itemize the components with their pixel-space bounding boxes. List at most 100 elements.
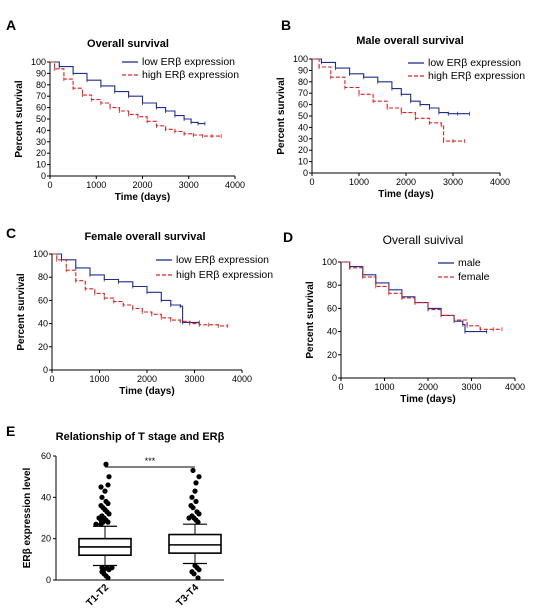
y-tick-label: 60 xyxy=(38,295,48,305)
y-tick-label: 40 xyxy=(38,319,48,329)
y-tick-label: 0 xyxy=(303,168,308,178)
x-tick-label: 2000 xyxy=(396,177,416,187)
x-tick-label: 4000 xyxy=(490,177,510,187)
outlier-point xyxy=(189,494,195,500)
y-tick-label: 60 xyxy=(327,303,337,313)
y-tick-label: 0 xyxy=(43,365,48,375)
legend-label: high ERβ expression xyxy=(428,70,525,82)
y-axis-label: ERβ expression level xyxy=(22,467,33,568)
y-tick-label: 0 xyxy=(41,171,46,181)
outlier-point xyxy=(103,498,109,505)
y-tick-label: 50 xyxy=(36,114,46,124)
y-tick-label: 0 xyxy=(332,373,337,383)
panel-label-e: E xyxy=(6,423,15,439)
y-tick-label: 100 xyxy=(293,54,308,64)
outlier-point xyxy=(189,513,195,519)
y-tick-label: 90 xyxy=(36,68,46,78)
x-tick-label: 1000 xyxy=(86,180,106,190)
outlier-point xyxy=(194,509,200,515)
x-tick-label: 2000 xyxy=(418,382,438,392)
x-tick-label: 0 xyxy=(338,382,343,392)
panel-label-a: A xyxy=(6,17,16,33)
outlier-point xyxy=(106,474,112,480)
outlier-point xyxy=(109,565,115,571)
y-tick-label: 40 xyxy=(298,122,308,132)
outlier-point xyxy=(105,482,111,488)
x-tick-label: 0 xyxy=(309,177,314,187)
legend-label: female xyxy=(458,271,490,283)
outlier-point xyxy=(99,494,105,500)
y-tick-label: 60 xyxy=(36,103,46,113)
box xyxy=(168,533,222,554)
x-axis-label: Time (days) xyxy=(119,386,174,397)
y-tick-label: 80 xyxy=(36,80,46,90)
y-tick-label: 70 xyxy=(298,88,308,98)
outlier-point xyxy=(104,565,110,571)
x-tick-label: 3000 xyxy=(179,180,199,190)
y-tick-label: 30 xyxy=(36,137,46,147)
chart-title: Overall suivival xyxy=(383,233,464,247)
category-label: T1-T2 xyxy=(84,582,111,609)
x-tick-label: 2000 xyxy=(132,180,152,190)
y-tick-label: 80 xyxy=(298,77,308,87)
legend-label: low ERβ expression xyxy=(142,56,235,68)
significance-label: *** xyxy=(145,456,156,466)
y-tick-label: 20 xyxy=(41,534,51,544)
x-tick-label: 2000 xyxy=(137,374,157,384)
y-tick-label: 70 xyxy=(36,91,46,101)
y-tick-label: 20 xyxy=(327,350,337,360)
y-tick-label: 40 xyxy=(327,327,337,337)
outlier-point xyxy=(192,562,198,569)
y-tick-label: 80 xyxy=(38,272,48,282)
y-tick-label: 20 xyxy=(298,145,308,155)
y-tick-label: 100 xyxy=(322,257,337,267)
x-tick-label: 0 xyxy=(49,374,54,384)
outlier-point xyxy=(189,569,195,575)
outlier-point xyxy=(193,498,199,505)
y-tick-label: 30 xyxy=(298,134,308,144)
category-label: T3-T4 xyxy=(174,582,201,609)
x-tick-label: 4000 xyxy=(505,382,525,392)
legend-label: high ERβ expression xyxy=(176,269,273,281)
y-axis-label: Percent survival xyxy=(14,80,25,157)
legend-label: male xyxy=(458,257,481,269)
panel-label-c: C xyxy=(6,225,16,241)
x-tick-label: 4000 xyxy=(232,374,252,384)
y-tick-label: 20 xyxy=(38,342,48,352)
outlier-point xyxy=(98,503,104,509)
panel-label-b: B xyxy=(281,17,291,33)
chart-title: Relationship of T stage and ERβ xyxy=(56,431,225,443)
chart-title: Overall survival xyxy=(87,38,169,50)
outlier-point xyxy=(195,575,201,581)
y-tick-label: 10 xyxy=(36,160,46,170)
x-tick-label: 0 xyxy=(47,180,52,190)
legend-label: low ERβ expression xyxy=(428,57,521,69)
x-tick-label: 1000 xyxy=(349,177,369,187)
outlier-point xyxy=(188,503,194,509)
legend-label: high ERβ expression xyxy=(142,69,239,81)
y-tick-label: 90 xyxy=(298,65,308,75)
y-tick-label: 40 xyxy=(36,125,46,135)
outlier-point xyxy=(99,565,105,571)
series-line-1 xyxy=(50,61,205,125)
chart-e: Relationship of T stage and ERβ 0 20 40 60 ER… xyxy=(22,431,225,609)
y-tick-label: 10 xyxy=(298,157,308,167)
x-tick-label: 3000 xyxy=(184,374,204,384)
y-tick-label: 40 xyxy=(41,492,51,502)
outlier-point xyxy=(103,461,109,467)
outlier-point xyxy=(99,513,105,519)
x-tick-label: 4000 xyxy=(225,180,245,190)
y-axis-label: Percent survival xyxy=(16,273,27,350)
x-tick-label: 1000 xyxy=(374,382,394,392)
x-axis-label: Time (days) xyxy=(400,394,455,405)
outlier-point xyxy=(102,488,108,494)
panel-label-d: D xyxy=(283,229,293,245)
outlier-point xyxy=(196,474,202,480)
y-axis-label: Percent survival xyxy=(276,77,287,154)
